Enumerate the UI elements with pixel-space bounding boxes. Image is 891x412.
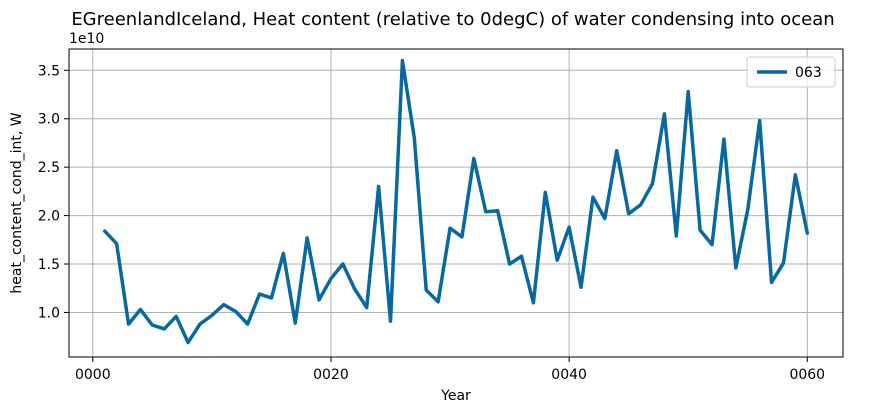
data-point [163,327,166,331]
legend-box [746,56,836,88]
chart-title: EGreenlandIceland, Heat content (relativ… [71,9,834,30]
y-tick-label: 2.0 [38,209,60,225]
data-point [687,90,690,93]
data-point [508,262,511,266]
x-tick-label: 0060 [789,367,825,383]
x-tick-label: 0040 [551,367,587,383]
data-point [115,242,118,245]
data-point [413,136,416,140]
data-point [734,266,738,270]
data-point [174,315,178,318]
data-point [127,322,130,326]
series-line-063 [102,58,810,345]
data-point [258,292,261,296]
y-scale-label: 1e10 [69,31,104,47]
data-point [806,231,809,235]
data-point [722,137,726,141]
data-point [782,261,785,265]
data-point [758,119,761,122]
y-tick-label: 1.5 [38,257,60,273]
data-point [532,301,535,304]
grid-lines [69,49,843,357]
plot-area [68,48,844,358]
data-point [496,209,499,212]
x-axis-label: Year [440,388,471,404]
data-point [329,277,333,280]
data-point [520,255,523,258]
data-point [484,210,487,213]
data-point [556,258,559,262]
data-point [794,173,797,177]
data-point [746,208,749,211]
data-point [282,252,285,255]
data-point [246,322,249,326]
y-tick-label: 1.0 [38,305,60,321]
data-point [544,191,547,194]
y-tick-label: 3.5 [38,63,60,79]
axis-ticks: 0000 0020 0040 0060 1.0 1.5 2.0 2.5 3.0 3.5 [38,63,825,383]
legend-entry-label: 063 [795,65,822,81]
data-point [234,310,237,313]
data-point [401,59,404,62]
data-point [377,185,380,188]
data-point [341,262,345,266]
data-point [270,296,273,300]
data-point [365,306,368,309]
data-point [353,288,356,291]
data-point [639,203,642,207]
data-point [425,288,428,292]
data-point [663,112,666,116]
x-tick-label: 0020 [313,367,349,383]
y-tick-label: 2.5 [38,160,60,176]
data-point [675,234,678,238]
data-point [305,236,309,240]
data-point [186,341,190,344]
data-point [460,235,464,239]
data-point [222,303,225,306]
data-point [627,212,630,215]
data-point [436,300,440,303]
data-point [651,182,654,185]
data-point [615,149,618,152]
y-axis-label: heat_content_cond_int, W [9,112,25,293]
x-tick-label: 0000 [75,367,111,383]
series-lines [102,58,810,345]
data-point [567,226,571,229]
legend: 063 [746,56,836,88]
data-point [389,319,392,323]
data-point [317,298,321,302]
data-point [198,322,202,326]
data-point [448,226,452,230]
data-point [210,314,214,317]
data-point [151,323,154,327]
data-point [103,229,106,233]
data-point [294,321,297,325]
data-point [698,228,702,232]
data-point [603,217,607,220]
data-point [472,157,476,160]
data-point [770,281,773,284]
data-point [710,243,714,246]
data-point [139,308,142,311]
data-point [579,286,583,289]
y-tick-label: 3.0 [38,112,60,128]
data-point [591,195,595,199]
